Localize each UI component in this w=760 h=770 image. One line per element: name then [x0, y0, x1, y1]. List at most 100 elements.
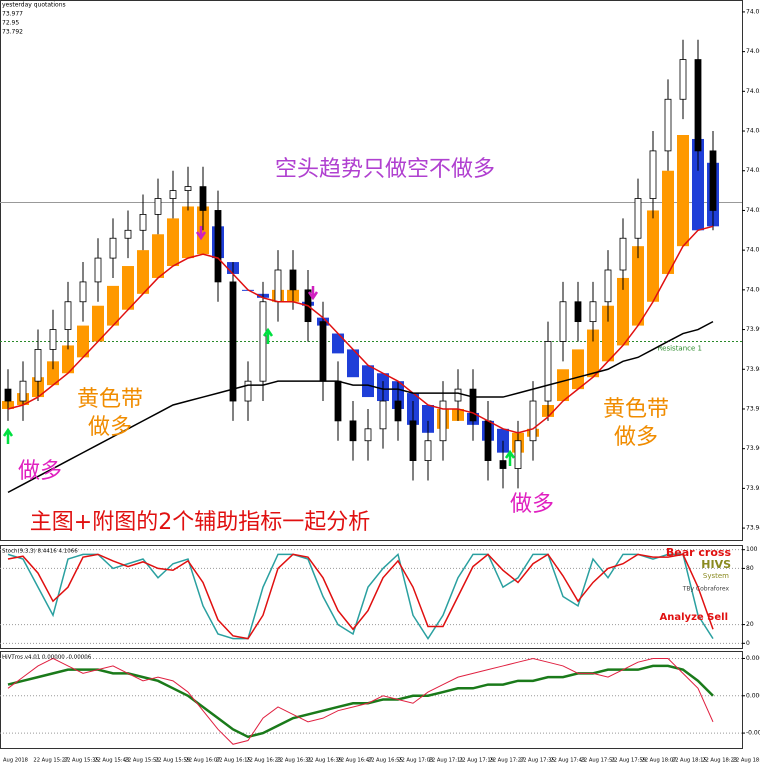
candle-body: [154, 198, 162, 215]
info-text: 73.977: [2, 11, 23, 18]
candle-body: [544, 341, 552, 402]
band-bar: [647, 210, 659, 302]
candle-body: [199, 186, 207, 211]
candle-body: [49, 329, 57, 350]
y-tick-label: 80: [746, 565, 754, 572]
x-tick-label: 22 Aug 16:47: [337, 758, 372, 764]
candle-body: [184, 186, 192, 191]
band-bar: [422, 405, 434, 433]
candle-body: [574, 301, 582, 323]
x-tick-label: Aug 2018: [3, 758, 28, 764]
candle-body: [364, 428, 372, 442]
indicator-line: [7, 664, 714, 739]
x-tick-label: 22 Aug 16:31: [277, 758, 312, 764]
x-tick-label: 22 Aug 17:59: [611, 758, 646, 764]
annotation: 做多: [88, 415, 132, 440]
x-tick-label: 22 Aug 17:19: [459, 758, 494, 764]
annotation: 空头趋势只做空不做多: [275, 157, 495, 182]
x-tick-label: 22 Aug 17:03: [398, 758, 433, 764]
indicator-line: [7, 320, 714, 494]
x-tick-label: 22 Aug 18:07: [641, 758, 676, 764]
annotation: 主图+附图的2个辅助指标一起分析: [30, 510, 370, 535]
candle-body: [229, 281, 237, 402]
band-bar: [677, 135, 689, 247]
indicator-line: [7, 225, 714, 434]
x-tick-label: 22 Aug 17:35: [520, 758, 555, 764]
x-tick-label: 22 Aug 16:07: [185, 758, 220, 764]
y-tick-label: 100: [746, 546, 758, 553]
band-bar: [107, 285, 119, 326]
y-tick-label: 74.01: [746, 247, 760, 254]
x-tick-label: 22 Aug 18:15: [672, 758, 707, 764]
band-bar: [182, 206, 194, 259]
y-tick-label: 0.00000: [746, 692, 760, 699]
candle-body: [259, 301, 267, 382]
x-tick-label: 22 Aug 18:31: [733, 758, 760, 764]
band-bar: [572, 349, 584, 390]
candle-body: [34, 349, 42, 382]
candle-body: [679, 59, 687, 100]
x-tick-label: 22 Aug 17:51: [581, 758, 616, 764]
candle-body: [334, 380, 342, 422]
panel-note: HIVS: [701, 558, 731, 571]
candle-body: [424, 440, 432, 461]
candle-body: [64, 301, 72, 330]
candle-body: [139, 214, 147, 231]
y-tick-label: 74.02: [746, 207, 760, 214]
candle-body: [19, 380, 27, 402]
band-bar: [617, 277, 629, 346]
band-bar: [662, 170, 674, 274]
band-bar: [332, 333, 344, 354]
candle-body: [439, 400, 447, 442]
panel-frame: [0, 545, 743, 649]
band-bar: [632, 246, 644, 326]
y-tick-label: 20: [746, 621, 754, 628]
x-tick-label: 22 Aug 16:23: [246, 758, 281, 764]
x-tick-label: 22 Aug 16:55: [368, 758, 403, 764]
candle-body: [319, 321, 327, 382]
y-tick-label: 73.99: [746, 326, 760, 333]
annotation: 做多: [510, 492, 554, 517]
x-tick-label: 22 Aug 15:59: [155, 758, 190, 764]
candle-body: [214, 210, 222, 283]
candle-body: [604, 269, 612, 303]
candle-body: [394, 400, 402, 422]
info-text: 72.95: [2, 20, 19, 27]
candle-body: [514, 440, 522, 469]
band-bar: [137, 250, 149, 294]
candle-body: [379, 400, 387, 430]
buy-arrow: [2, 427, 14, 444]
candle-body: [694, 59, 702, 152]
y-tick-label: 74.04: [746, 128, 760, 135]
panel-note: Analyze Sell: [660, 612, 728, 623]
indicator-line: [7, 553, 714, 640]
candle-body: [529, 400, 537, 442]
panel-title: Stoch(9,3,3) 8.4416 4.1066: [2, 549, 78, 555]
y-tick-label: 73.94: [746, 525, 760, 532]
candle-body: [454, 388, 462, 402]
candle-body: [109, 237, 117, 259]
x-tick-label: 22 Aug 15:27: [33, 758, 68, 764]
candle-body: [634, 198, 642, 239]
info-text: yesterday quotations: [2, 2, 66, 9]
annotation: 黄色带: [77, 387, 143, 412]
buy-arrow: [262, 327, 274, 344]
annotation: 做多: [18, 459, 62, 484]
band-bar: [62, 345, 74, 374]
y-tick-label: 73.98: [746, 366, 760, 373]
y-tick-label: 0.00010: [746, 655, 760, 662]
indicator-line: [7, 657, 714, 745]
y-tick-label: 73.97: [746, 405, 760, 412]
band-bar: [692, 138, 704, 231]
annotation: 做多: [614, 425, 658, 450]
candle-body: [709, 150, 717, 211]
band-bar: [362, 365, 374, 398]
y-tick-label: 74.05: [746, 88, 760, 95]
band-bar: [47, 361, 59, 386]
candle-body: [664, 98, 672, 152]
x-tick-label: 22 Aug 18:23: [702, 758, 737, 764]
signal-arrows: [2, 226, 516, 466]
y-tick-label: 74.00: [746, 286, 760, 293]
